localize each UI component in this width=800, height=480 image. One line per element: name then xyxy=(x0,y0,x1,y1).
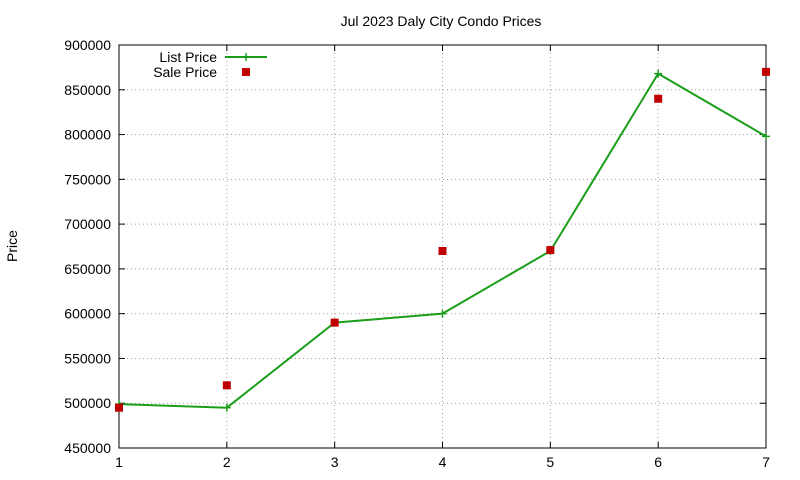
x-tick-label: 6 xyxy=(654,454,662,470)
data-point xyxy=(115,403,123,412)
y-tick-label: 800000 xyxy=(64,127,111,143)
x-tick-label: 4 xyxy=(439,454,447,470)
x-tick-label: 3 xyxy=(331,454,339,470)
y-tick-label: 600000 xyxy=(64,306,111,322)
legend-label: Sale Price xyxy=(153,64,217,80)
y-tick-label: 700000 xyxy=(64,216,111,232)
grid xyxy=(119,45,766,448)
y-tick-label: 450000 xyxy=(64,440,111,456)
data-point xyxy=(438,246,447,255)
data-point xyxy=(222,403,231,412)
chart-title: Jul 2023 Daly City Condo Prices xyxy=(341,13,542,29)
x-tick-label: 5 xyxy=(546,454,554,470)
data-point xyxy=(546,246,555,255)
x-tick-label: 7 xyxy=(762,454,770,470)
axis-ticks: 450000 500000 550000 600000 650000 700000 7500… xyxy=(64,37,770,470)
y-tick-label: 500000 xyxy=(64,395,111,411)
series-0 xyxy=(115,69,770,412)
series-layer xyxy=(115,67,770,412)
legend-marker xyxy=(242,68,250,76)
data-point xyxy=(222,381,231,390)
y-tick-label: 750000 xyxy=(64,171,111,187)
x-tick-label: 2 xyxy=(223,454,231,470)
data-point xyxy=(438,309,447,318)
data-point xyxy=(654,69,663,78)
series-1 xyxy=(115,67,770,412)
y-tick-label: 850000 xyxy=(64,82,111,98)
y-tick-label: 900000 xyxy=(64,37,111,53)
legend-marker xyxy=(242,53,250,61)
x-tick-label: 1 xyxy=(115,454,123,470)
data-point xyxy=(654,94,663,103)
legend-label: List Price xyxy=(159,49,217,65)
y-tick-label: 650000 xyxy=(64,261,111,277)
data-point xyxy=(762,132,770,141)
y-tick-label: 550000 xyxy=(64,350,111,366)
data-point xyxy=(762,67,770,76)
y-axis-label: Price xyxy=(4,230,20,262)
data-point xyxy=(330,318,339,327)
